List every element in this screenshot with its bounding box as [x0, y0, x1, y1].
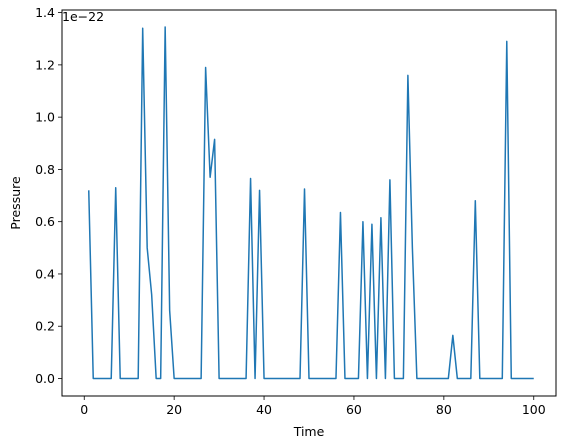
- y-axis-ticks: 0.0 0.2 0.4 0.6 0.8 1.0 1.2 1.4: [35, 5, 62, 386]
- x-axis-label: Time: [293, 424, 325, 439]
- plot-area: [62, 10, 556, 396]
- x-tick-label: 0: [80, 402, 88, 417]
- x-axis-ticks: 0 20 40 60 80 100: [80, 396, 546, 417]
- x-tick-label: 80: [436, 402, 452, 417]
- x-tick-label: 100: [522, 402, 546, 417]
- y-tick-label: 1.0: [35, 110, 55, 125]
- y-tick-label: 0.4: [35, 266, 55, 281]
- y-tick-label: 1.2: [35, 57, 55, 72]
- x-tick-label: 40: [256, 402, 272, 417]
- series-layer: [88, 26, 534, 380]
- y-tick-label: 1.4: [35, 5, 55, 20]
- y-tick-label: 0.2: [35, 319, 55, 334]
- y-tick-label: 0.6: [35, 214, 55, 229]
- plot-frame: [61, 9, 557, 397]
- y-axis-offset-label: 1e−22: [62, 9, 104, 24]
- y-tick-label: 0.8: [35, 162, 55, 177]
- x-tick-label: 60: [346, 402, 362, 417]
- series-line-0: [88, 26, 534, 380]
- y-axis-label: Pressure: [8, 176, 23, 230]
- y-tick-label: 0.0: [35, 371, 55, 386]
- x-tick-label: 20: [166, 402, 182, 417]
